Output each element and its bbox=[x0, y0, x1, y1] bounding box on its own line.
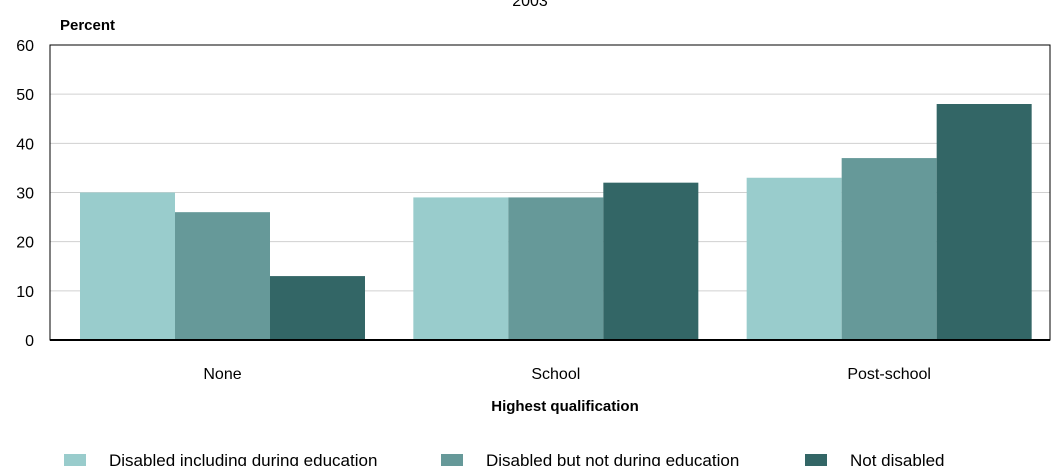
y-tick-label: 0 bbox=[25, 333, 34, 350]
x-tick-labels: None School Post-school bbox=[203, 366, 931, 383]
bar-post-school-series-2 bbox=[841, 158, 937, 340]
bar-school-series-3 bbox=[603, 182, 699, 340]
legend-label: Not disabled bbox=[850, 451, 945, 466]
legend-label: Disabled but not during education bbox=[486, 451, 739, 466]
y-tick-label: 40 bbox=[16, 136, 34, 153]
legend-swatch bbox=[805, 454, 827, 466]
legend-swatch bbox=[64, 454, 86, 466]
x-axis-title: Highest qualification bbox=[491, 398, 639, 415]
y-tick-labels: 0 10 20 30 40 50 60 bbox=[16, 38, 34, 350]
legend-label: Disabled including during education bbox=[109, 451, 377, 466]
y-tick-label: 10 bbox=[16, 284, 34, 301]
bar-none-series-2 bbox=[175, 212, 270, 340]
x-tick-label: School bbox=[531, 366, 580, 383]
bar-post-school-series-1 bbox=[746, 177, 842, 340]
bar-post-school-series-3 bbox=[936, 104, 1032, 340]
bar-school-series-1 bbox=[413, 197, 509, 340]
bar-none-series-3 bbox=[270, 276, 365, 340]
y-tick-label: 60 bbox=[16, 38, 34, 55]
legend: Disabled including during education Disab… bbox=[64, 451, 945, 466]
x-tick-label: None bbox=[203, 366, 241, 383]
y-tick-label: 20 bbox=[16, 235, 34, 252]
y-axis-title: Percent bbox=[60, 17, 115, 34]
legend-swatch bbox=[441, 454, 463, 466]
y-tick-label: 50 bbox=[16, 87, 34, 104]
bars bbox=[80, 104, 1032, 340]
bar-school-series-2 bbox=[508, 197, 604, 340]
x-tick-label: Post-school bbox=[847, 366, 931, 383]
bar-none-series-1 bbox=[80, 192, 175, 340]
chart-title: 2003 bbox=[512, 0, 548, 10]
y-tick-label: 30 bbox=[16, 186, 34, 203]
